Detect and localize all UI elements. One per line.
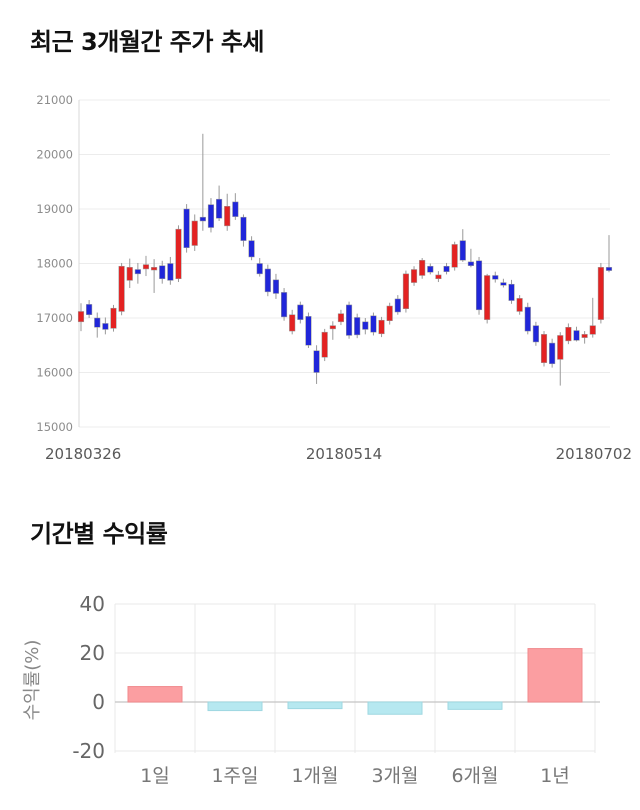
svg-text:40: 40 xyxy=(80,592,105,616)
price-chart-title: 최근 3개월간 주가 추세 xyxy=(30,28,265,56)
svg-text:16000: 16000 xyxy=(36,366,73,380)
candlestick-chart-canvas: 21000 20000 19000 18000 17000 16000 15000 20180… xyxy=(36,93,632,463)
svg-text:0: 0 xyxy=(92,690,105,714)
svg-text:1주일: 1주일 xyxy=(211,765,258,787)
svg-text:3개월: 3개월 xyxy=(371,765,418,787)
svg-text:19000: 19000 xyxy=(36,202,73,216)
svg-text:-20: -20 xyxy=(72,739,105,763)
svg-text:20180702: 20180702 xyxy=(556,445,632,463)
svg-text:15000: 15000 xyxy=(36,420,73,434)
svg-text:21000: 21000 xyxy=(36,93,73,107)
returns-bar-chart-canvas: 40 20 0 -20 1일 1주일 1개월 3개월 6개월 1년 수익률(%) xyxy=(22,592,600,787)
svg-text:20000: 20000 xyxy=(36,148,73,162)
svg-text:20: 20 xyxy=(80,641,105,665)
svg-text:6개월: 6개월 xyxy=(451,765,498,787)
svg-text:20180326: 20180326 xyxy=(45,445,121,463)
svg-text:1개월: 1개월 xyxy=(291,765,338,787)
svg-text:1년: 1년 xyxy=(540,765,570,787)
svg-text:1일: 1일 xyxy=(140,765,170,787)
svg-text:20180514: 20180514 xyxy=(306,445,382,463)
svg-text:18000: 18000 xyxy=(36,257,73,271)
svg-text:수익률(%): 수익률(%) xyxy=(22,640,43,721)
returns-chart-title: 기간별 수익률 xyxy=(30,520,168,548)
svg-text:17000: 17000 xyxy=(36,311,73,325)
